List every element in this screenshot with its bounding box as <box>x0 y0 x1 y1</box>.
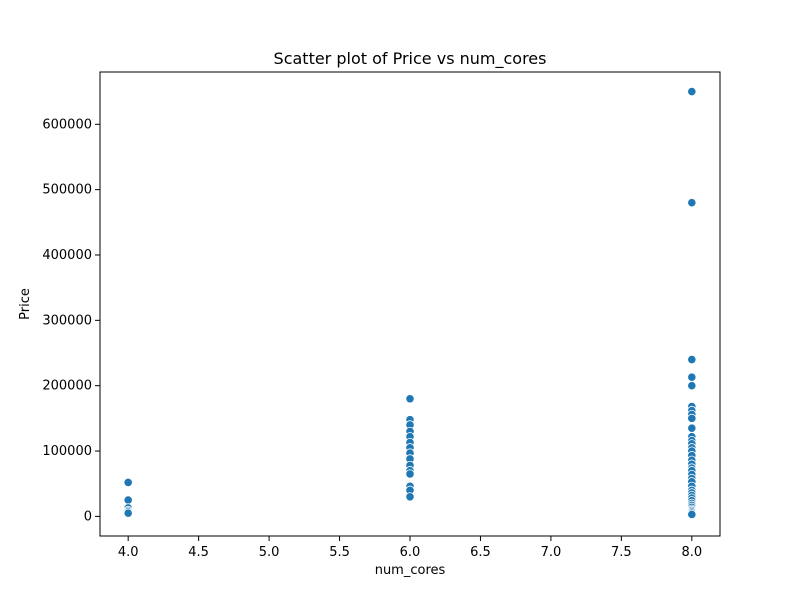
plot-frame <box>99 71 721 537</box>
data-point <box>687 354 697 365</box>
data-point <box>687 372 697 382</box>
x-tick-label: 4.0 <box>118 545 139 560</box>
data-point <box>687 198 697 208</box>
y-tick-label: 500000 <box>42 183 92 198</box>
y-axis-ticks: 0 100000 200000 300000 400000 500000 600000 <box>42 117 100 524</box>
data-point <box>123 477 133 488</box>
chart-title: Scatter plot of Price vs num_cores <box>274 49 547 69</box>
data-point <box>405 394 415 404</box>
data-point <box>687 87 697 97</box>
x-tick-label: 6.0 <box>400 545 421 560</box>
x-tick-label: 5.5 <box>329 545 350 560</box>
y-tick-label: 100000 <box>42 444 92 459</box>
x-tick-label: 6.5 <box>470 545 491 560</box>
y-axis-label: Price <box>18 288 33 320</box>
data-point <box>123 495 133 505</box>
data-point <box>687 509 697 520</box>
data-point <box>405 492 415 502</box>
data-point <box>687 413 697 423</box>
data-point <box>687 423 697 433</box>
x-tick-label: 4.5 <box>188 545 209 560</box>
x-tick-label: 7.0 <box>541 545 562 560</box>
data-point <box>123 508 133 518</box>
x-tick-label: 8.0 <box>681 545 702 560</box>
y-tick-label: 400000 <box>42 248 92 263</box>
data-points <box>123 87 697 520</box>
y-tick-label: 0 <box>84 509 92 524</box>
x-axis-ticks: 4.0 4.5 5.0 5.5 6.0 6.5 7.0 7.5 8.0 <box>118 536 702 560</box>
data-point <box>687 381 697 391</box>
data-point <box>405 469 415 479</box>
x-tick-label: 7.5 <box>611 545 632 560</box>
x-axis-label: num_cores <box>375 563 446 578</box>
y-tick-label: 300000 <box>42 313 92 328</box>
x-tick-label: 5.0 <box>259 545 280 560</box>
y-tick-label: 200000 <box>42 379 92 394</box>
y-tick-label: 600000 <box>42 117 92 132</box>
